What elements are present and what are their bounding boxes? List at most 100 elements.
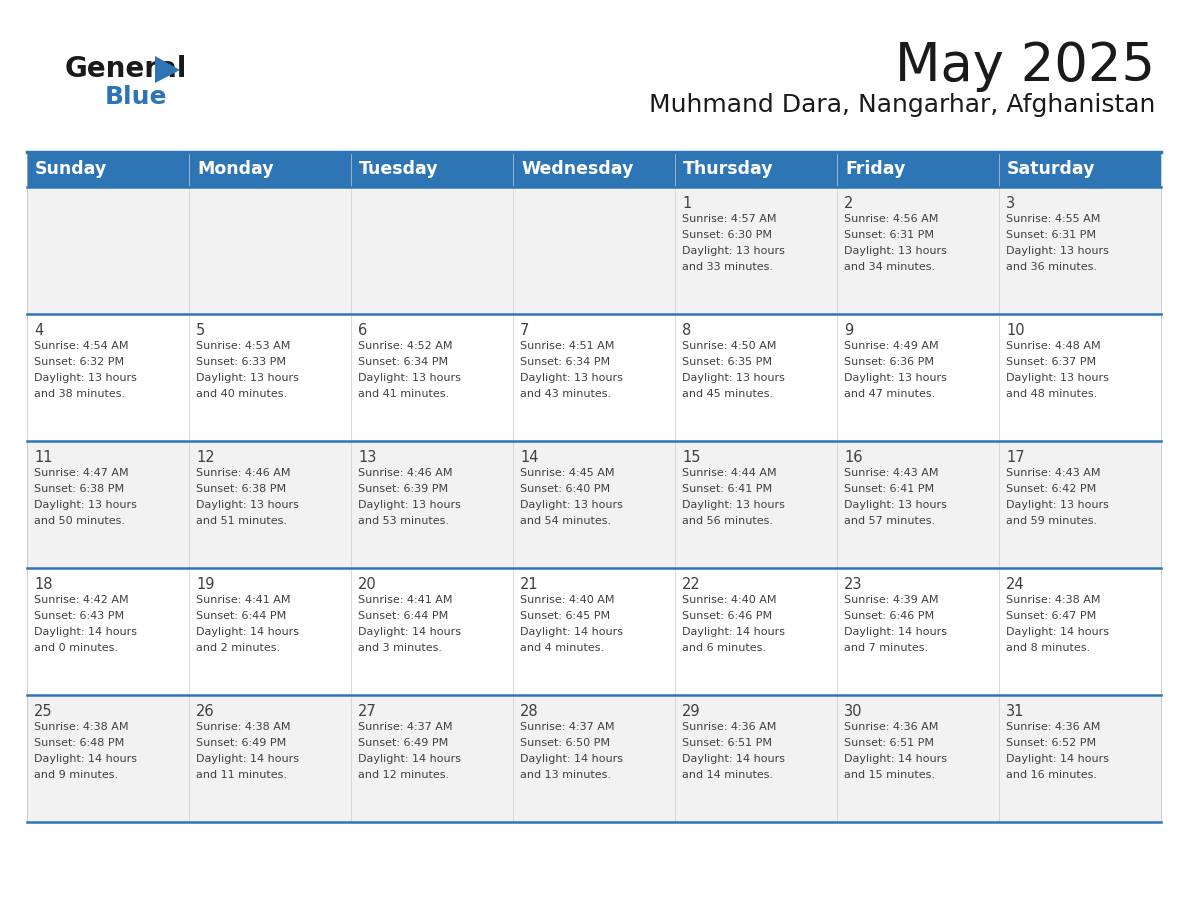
Text: Sunrise: 4:38 AM: Sunrise: 4:38 AM [1006,595,1100,605]
Text: and 41 minutes.: and 41 minutes. [358,389,449,399]
Text: and 45 minutes.: and 45 minutes. [682,389,773,399]
Text: Sunrise: 4:43 AM: Sunrise: 4:43 AM [1006,468,1100,478]
Text: Daylight: 13 hours: Daylight: 13 hours [682,246,785,256]
Text: Daylight: 14 hours: Daylight: 14 hours [34,754,137,764]
Text: Sunrise: 4:43 AM: Sunrise: 4:43 AM [843,468,939,478]
Text: Daylight: 14 hours: Daylight: 14 hours [843,627,947,637]
Bar [999,568,1161,695]
Text: Sunrise: 4:40 AM: Sunrise: 4:40 AM [682,595,777,605]
Text: 28: 28 [520,704,538,719]
Text: Sunset: 6:43 PM: Sunset: 6:43 PM [34,611,124,621]
Text: Muhmand Dara, Nangarhar, Afghanistan: Muhmand Dara, Nangarhar, Afghanistan [649,93,1155,117]
Text: and 59 minutes.: and 59 minutes. [1006,516,1098,526]
Text: Sunset: 6:48 PM: Sunset: 6:48 PM [34,738,125,748]
Text: Sunset: 6:51 PM: Sunset: 6:51 PM [682,738,772,748]
Text: 4: 4 [34,323,43,338]
Text: and 33 minutes.: and 33 minutes. [682,262,773,272]
Bar [675,441,838,568]
Text: Tuesday: Tuesday [359,161,438,178]
Text: 23: 23 [843,577,862,592]
Text: Sunrise: 4:50 AM: Sunrise: 4:50 AM [682,341,777,351]
Text: 10: 10 [1006,323,1024,338]
Text: 7: 7 [520,323,530,338]
Text: Daylight: 13 hours: Daylight: 13 hours [358,373,461,383]
Text: and 4 minutes.: and 4 minutes. [520,643,605,653]
Text: and 6 minutes.: and 6 minutes. [682,643,766,653]
Text: Sunrise: 4:42 AM: Sunrise: 4:42 AM [34,595,128,605]
Text: Sunrise: 4:49 AM: Sunrise: 4:49 AM [843,341,939,351]
Text: Sunset: 6:49 PM: Sunset: 6:49 PM [358,738,448,748]
Text: 6: 6 [358,323,367,338]
Text: and 11 minutes.: and 11 minutes. [196,770,287,780]
Text: Daylight: 13 hours: Daylight: 13 hours [34,500,137,510]
Text: 26: 26 [196,704,215,719]
Bar [27,314,189,441]
Bar [675,568,838,695]
Bar [838,441,999,568]
Bar [675,314,838,441]
Text: 2: 2 [843,196,853,211]
Bar [838,187,999,314]
Text: Sunrise: 4:46 AM: Sunrise: 4:46 AM [196,468,291,478]
Text: Daylight: 13 hours: Daylight: 13 hours [843,373,947,383]
Text: and 54 minutes.: and 54 minutes. [520,516,611,526]
Text: Sunrise: 4:46 AM: Sunrise: 4:46 AM [358,468,453,478]
Text: and 0 minutes.: and 0 minutes. [34,643,118,653]
Text: and 51 minutes.: and 51 minutes. [196,516,287,526]
Text: Sunset: 6:47 PM: Sunset: 6:47 PM [1006,611,1097,621]
Text: Sunset: 6:42 PM: Sunset: 6:42 PM [1006,484,1097,494]
Bar [27,187,189,314]
Text: General: General [65,55,188,83]
Text: Sunset: 6:52 PM: Sunset: 6:52 PM [1006,738,1097,748]
Text: and 53 minutes.: and 53 minutes. [358,516,449,526]
Text: Sunset: 6:49 PM: Sunset: 6:49 PM [196,738,286,748]
Text: Sunrise: 4:44 AM: Sunrise: 4:44 AM [682,468,777,478]
Text: Sunset: 6:45 PM: Sunset: 6:45 PM [520,611,611,621]
Text: Daylight: 14 hours: Daylight: 14 hours [682,754,785,764]
Text: Sunrise: 4:48 AM: Sunrise: 4:48 AM [1006,341,1100,351]
Text: and 3 minutes.: and 3 minutes. [358,643,442,653]
Text: and 34 minutes.: and 34 minutes. [843,262,935,272]
Text: Daylight: 13 hours: Daylight: 13 hours [520,373,623,383]
Text: Wednesday: Wednesday [522,161,633,178]
Text: and 16 minutes.: and 16 minutes. [1006,770,1097,780]
Bar [999,441,1161,568]
Bar [999,314,1161,441]
Text: Daylight: 13 hours: Daylight: 13 hours [843,500,947,510]
Bar [350,187,513,314]
Text: Sunrise: 4:51 AM: Sunrise: 4:51 AM [520,341,614,351]
Bar [189,695,350,822]
Text: and 50 minutes.: and 50 minutes. [34,516,125,526]
Text: 1: 1 [682,196,691,211]
Text: Sunset: 6:39 PM: Sunset: 6:39 PM [358,484,448,494]
Text: Sunrise: 4:47 AM: Sunrise: 4:47 AM [34,468,128,478]
Text: Sunset: 6:41 PM: Sunset: 6:41 PM [682,484,772,494]
Text: Daylight: 13 hours: Daylight: 13 hours [1006,246,1108,256]
Text: 18: 18 [34,577,52,592]
Bar [27,152,1161,187]
Text: Daylight: 14 hours: Daylight: 14 hours [1006,627,1110,637]
Text: Sunset: 6:32 PM: Sunset: 6:32 PM [34,357,124,367]
Text: Daylight: 14 hours: Daylight: 14 hours [520,627,623,637]
Bar [350,314,513,441]
Text: and 14 minutes.: and 14 minutes. [682,770,773,780]
Text: Sunrise: 4:56 AM: Sunrise: 4:56 AM [843,214,939,224]
Bar [999,695,1161,822]
Text: and 48 minutes.: and 48 minutes. [1006,389,1098,399]
Text: Daylight: 14 hours: Daylight: 14 hours [358,754,461,764]
Text: 24: 24 [1006,577,1024,592]
Text: and 2 minutes.: and 2 minutes. [196,643,280,653]
Text: Sunset: 6:46 PM: Sunset: 6:46 PM [843,611,934,621]
Bar [189,187,350,314]
Text: 30: 30 [843,704,862,719]
Text: Daylight: 13 hours: Daylight: 13 hours [1006,373,1108,383]
Bar [838,314,999,441]
Text: Sunset: 6:38 PM: Sunset: 6:38 PM [196,484,286,494]
Text: and 36 minutes.: and 36 minutes. [1006,262,1097,272]
Text: 12: 12 [196,450,215,465]
Text: Daylight: 14 hours: Daylight: 14 hours [520,754,623,764]
Text: 21: 21 [520,577,538,592]
Text: Daylight: 14 hours: Daylight: 14 hours [843,754,947,764]
Text: 11: 11 [34,450,52,465]
Text: Sunset: 6:46 PM: Sunset: 6:46 PM [682,611,772,621]
